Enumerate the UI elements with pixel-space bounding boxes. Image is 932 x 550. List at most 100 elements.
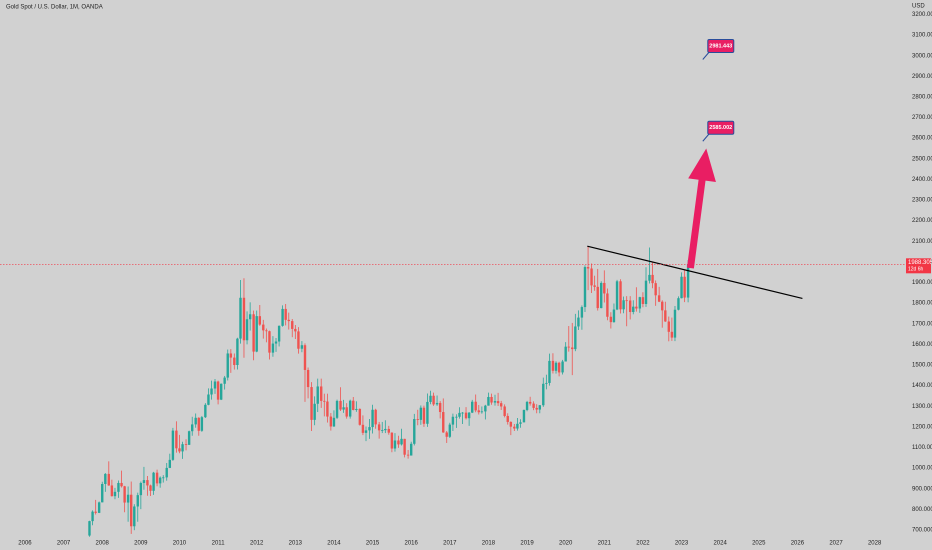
candle-body	[548, 360, 551, 383]
candle-body	[528, 401, 532, 404]
candle-body	[168, 459, 172, 468]
candle-body	[94, 511, 97, 513]
candle-body	[339, 400, 342, 410]
candle-body	[390, 432, 394, 449]
candle-body	[248, 314, 252, 320]
x-tick-label: 2010	[173, 541, 187, 547]
candle-body	[667, 321, 670, 332]
x-tick-label: 2007	[57, 541, 71, 547]
candle-body	[165, 467, 168, 478]
candle-body	[204, 404, 207, 418]
candle-body	[377, 424, 381, 431]
candle-body	[133, 506, 136, 527]
x-tick-label: 2025	[752, 541, 766, 547]
candle-body	[606, 293, 609, 317]
candle-body	[577, 317, 580, 327]
candle-body	[371, 409, 374, 428]
candle-body	[329, 416, 333, 427]
y-tick-label: 1800.000	[912, 301, 932, 307]
candle-body	[409, 443, 413, 456]
candle-body	[123, 486, 126, 503]
candle-body	[461, 412, 464, 414]
candle-body	[110, 485, 114, 497]
arrow	[686, 148, 716, 269]
candle-body	[265, 330, 268, 332]
candle-body	[413, 419, 416, 444]
candle-body	[419, 407, 423, 420]
x-tick-label: 2016	[405, 541, 419, 547]
candle-body	[513, 426, 516, 429]
candle-body	[146, 480, 149, 486]
candle-body	[320, 386, 323, 401]
x-tick-label: 2006	[18, 541, 32, 547]
candle-body	[422, 407, 426, 424]
candle-body	[619, 281, 622, 310]
candle-body	[194, 417, 197, 425]
candle-body	[673, 309, 677, 338]
candle-body	[352, 400, 355, 410]
y-tick-label: 1900.000	[912, 280, 932, 286]
candle-body	[567, 346, 570, 348]
candle-body	[342, 407, 345, 410]
candle-body	[316, 386, 319, 404]
y-tick-label: 1500.000	[912, 363, 932, 369]
candle-body	[596, 286, 599, 309]
candle-body	[532, 403, 535, 408]
candle-body	[175, 430, 178, 449]
candle-body	[400, 438, 403, 445]
candle-body	[223, 377, 226, 384]
candle-body	[590, 268, 593, 286]
candle-body	[306, 369, 310, 388]
target-label: 2585.002	[709, 125, 732, 131]
candle-body	[233, 357, 236, 366]
candle-body	[535, 407, 538, 410]
candle-body	[583, 267, 587, 308]
candle-body	[661, 301, 664, 311]
candle-body	[654, 283, 657, 296]
candle-body	[313, 403, 316, 420]
y-tick-label: 800.000	[912, 507, 932, 513]
candle-body	[120, 482, 123, 487]
candle-body	[323, 400, 326, 402]
candle-body	[490, 396, 493, 403]
candle-body	[664, 310, 667, 322]
candle-body	[245, 319, 249, 341]
y-tick-label: 2300.000	[912, 198, 932, 204]
candle-body	[484, 405, 487, 412]
candle-body	[171, 430, 175, 460]
candle-body	[97, 502, 101, 513]
y-tick-label: 3100.000	[912, 33, 932, 39]
candle-body	[451, 416, 455, 425]
candle-body	[162, 477, 165, 479]
candle-body	[326, 401, 329, 417]
candle-body	[525, 401, 529, 410]
candle-body	[277, 325, 281, 342]
candle-body	[564, 346, 567, 362]
candle-body	[677, 298, 680, 310]
candle-body	[239, 297, 242, 339]
candle-body	[397, 440, 400, 445]
countdown-label: 12d 6h	[908, 267, 924, 273]
candle-body	[229, 353, 233, 358]
candle-body	[126, 494, 130, 503]
candle-body	[117, 482, 120, 492]
candle-body	[216, 381, 220, 400]
y-tick-label: 3200.000	[912, 12, 932, 18]
candle-body	[432, 395, 435, 405]
candle-body	[113, 491, 117, 497]
candle-body	[310, 387, 313, 420]
x-tick-label: 2013	[289, 541, 303, 547]
candle-body	[542, 383, 545, 406]
candle-body	[142, 480, 146, 483]
candle-body	[335, 400, 339, 418]
y-tick-label: 1400.000	[912, 383, 932, 389]
candle-body	[545, 382, 548, 384]
candle-body	[281, 308, 284, 326]
candle-body	[551, 360, 555, 371]
candle-body	[136, 495, 139, 507]
candle-body	[207, 394, 210, 405]
x-tick-label: 2019	[520, 541, 534, 547]
candle-body	[683, 276, 686, 298]
x-tick-label: 2017	[443, 541, 457, 547]
